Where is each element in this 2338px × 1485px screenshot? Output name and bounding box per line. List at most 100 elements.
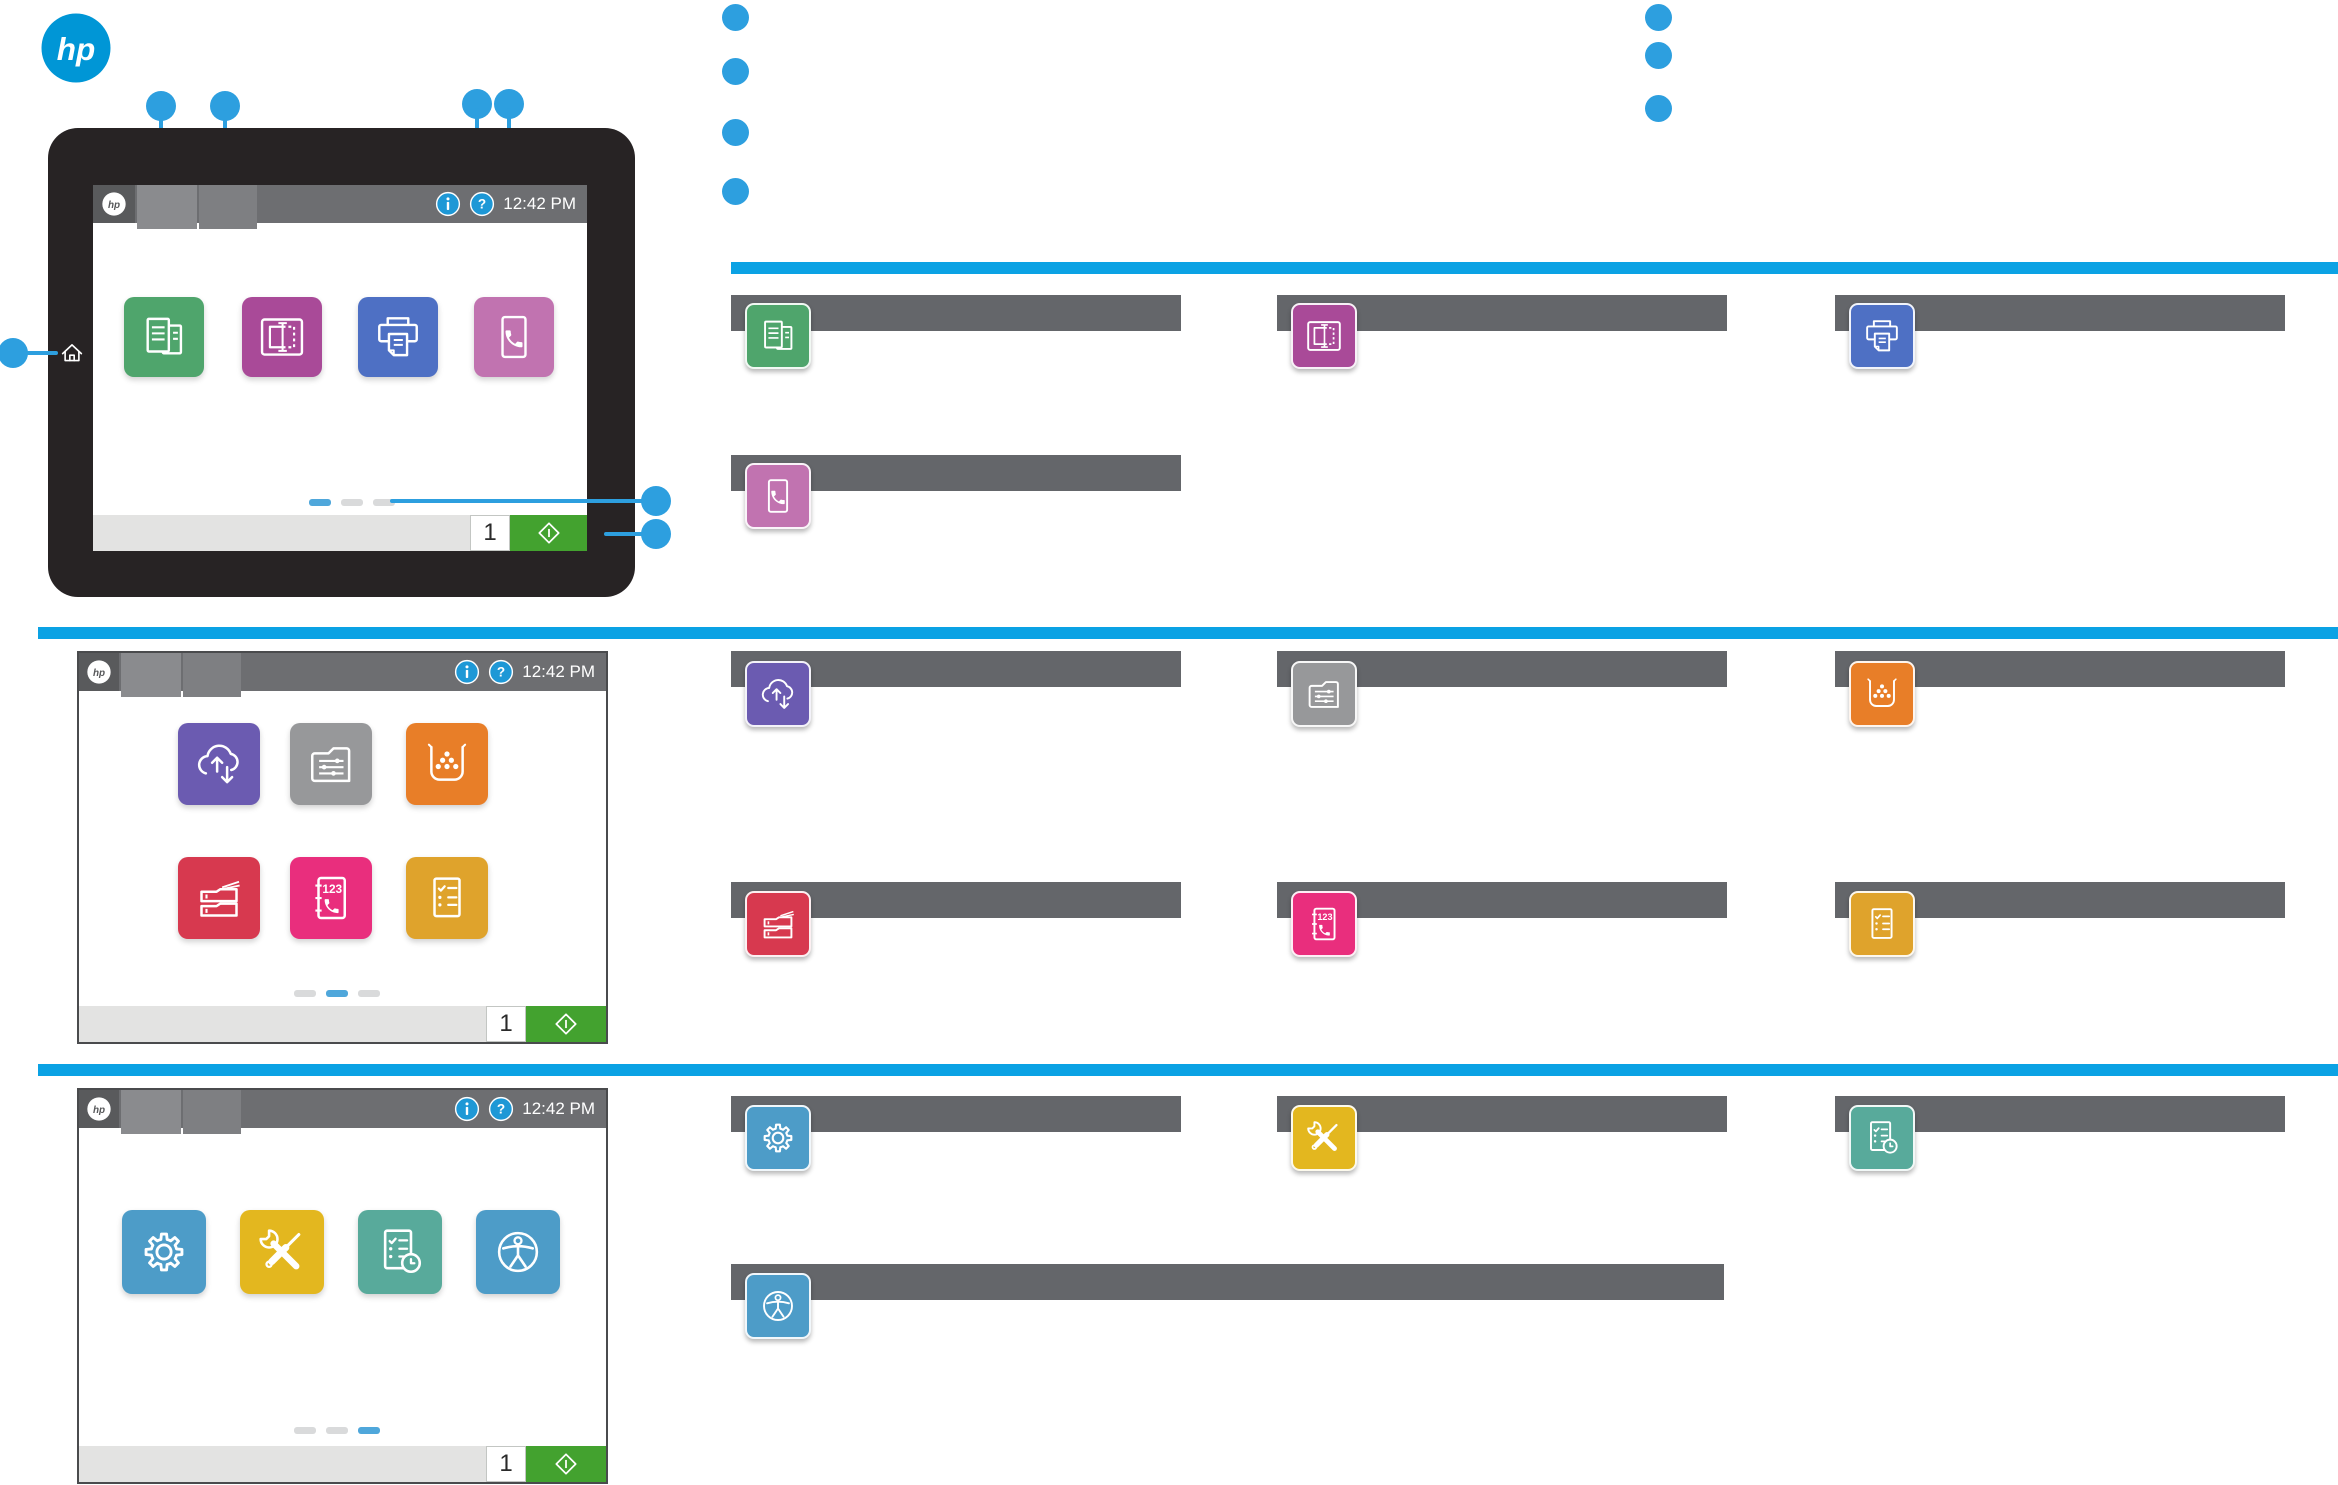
clock-time: 12:42 PM [522, 662, 595, 681]
tile-print[interactable] [358, 297, 438, 377]
caption-cloud-jobs-tile [745, 661, 811, 727]
header-tab-reset[interactable] [137, 185, 197, 229]
caption-job-log-tile [1849, 1105, 1915, 1171]
header-tab-reset[interactable] [121, 653, 181, 697]
contacts-icon [1301, 901, 1347, 947]
help-icon[interactable] [469, 191, 495, 217]
tile-scan[interactable] [242, 297, 322, 377]
hp-badge [79, 653, 119, 691]
page-indicator[interactable] [326, 1427, 348, 1434]
copies-count-field[interactable]: 1 [470, 515, 510, 551]
tile-accessibility[interactable] [476, 1210, 560, 1294]
hp-badge-icon[interactable] [85, 658, 113, 686]
caption-job-list-tile [1849, 891, 1915, 957]
information-icon[interactable] [454, 659, 480, 685]
caption-scan-tile [1291, 303, 1357, 369]
accessibility-icon [755, 1283, 801, 1329]
page-indicator-active[interactable] [309, 499, 331, 506]
page-indicator[interactable] [294, 990, 316, 997]
tile-copy[interactable] [124, 297, 204, 377]
clock-time: 12:42 PM [522, 1099, 595, 1118]
legend-bullet [722, 58, 749, 85]
copies-count-field[interactable]: 1 [486, 1446, 526, 1482]
start-button[interactable] [526, 1446, 606, 1482]
settings-gear-icon [133, 1221, 195, 1283]
accessibility-icon [487, 1221, 549, 1283]
tile-job-folder[interactable] [290, 723, 372, 805]
copy-icon [755, 313, 801, 359]
supplies-icon [417, 734, 477, 794]
hp-badge-icon[interactable] [100, 190, 128, 218]
page-indicator[interactable] [294, 1427, 316, 1434]
header-tab-reset[interactable] [121, 1090, 181, 1134]
start-button[interactable] [510, 515, 587, 551]
print-icon [369, 308, 427, 366]
fax-icon [755, 473, 801, 519]
caption-contacts-tile [1291, 891, 1357, 957]
tile-fax[interactable] [474, 297, 554, 377]
caption-print-tile [1849, 303, 1915, 369]
caption-support-tools-tile [1291, 1105, 1357, 1171]
home-screen-2: 12:42 PM 1 [77, 651, 608, 1044]
caption-fax-tile [745, 463, 811, 529]
status-header: 12:42 PM [79, 653, 606, 697]
help-icon[interactable] [488, 659, 514, 685]
tile-support-tools[interactable] [240, 1210, 324, 1294]
cloud-jobs-icon [189, 734, 249, 794]
supplies-icon [1859, 671, 1905, 717]
hp-badge [93, 185, 135, 223]
action-footer: 1 [79, 1006, 606, 1042]
header-tab-signin[interactable] [183, 653, 241, 697]
caption-job-folder-tile [1291, 661, 1357, 727]
start-icon [534, 518, 564, 548]
tile-supplies[interactable] [406, 723, 488, 805]
job-log-icon [369, 1221, 431, 1283]
hp-logo-icon [40, 12, 112, 84]
page-indicator[interactable] [373, 499, 395, 506]
fax-icon [485, 308, 543, 366]
caption-settings-tile [745, 1105, 811, 1171]
home-screen-3: 12:42 PM 1 [77, 1088, 608, 1484]
callout-dot [0, 338, 28, 368]
job-folder-icon [301, 734, 361, 794]
page-indicator-active[interactable] [326, 990, 348, 997]
information-icon[interactable] [454, 1096, 480, 1122]
tile-job-list[interactable] [406, 857, 488, 939]
hp-badge-icon[interactable] [85, 1095, 113, 1123]
tile-job-log[interactable] [358, 1210, 442, 1294]
tile-contacts[interactable] [290, 857, 372, 939]
home-icon[interactable] [57, 338, 87, 368]
start-button[interactable] [526, 1006, 606, 1042]
page-indicator[interactable] [358, 990, 380, 997]
legend-bullet [722, 178, 749, 205]
tile-trays[interactable] [178, 857, 260, 939]
section-divider [731, 262, 2338, 274]
help-icon[interactable] [488, 1096, 514, 1122]
section-divider [38, 1064, 2338, 1076]
page-indicator[interactable] [341, 499, 363, 506]
tile-settings[interactable] [122, 1210, 206, 1294]
page-indicator-active[interactable] [358, 1427, 380, 1434]
header-tab-signin[interactable] [199, 185, 257, 229]
callout-line [390, 499, 646, 503]
header-tab-signin[interactable] [183, 1090, 241, 1134]
start-icon [551, 1009, 581, 1039]
legend-bullet [1645, 42, 1672, 69]
support-tools-icon [1301, 1115, 1347, 1161]
contacts-icon [301, 868, 361, 928]
status-header: 12:42 PM [93, 185, 587, 229]
copy-icon [135, 308, 193, 366]
start-icon [551, 1449, 581, 1479]
action-footer: 1 [79, 1446, 606, 1482]
legend-bullet [722, 119, 749, 146]
legend-bullet [722, 4, 749, 31]
information-icon[interactable] [435, 191, 461, 217]
callout-dot [641, 519, 671, 549]
tile-cloud-jobs[interactable] [178, 723, 260, 805]
caption-copy-tile [745, 303, 811, 369]
job-list-icon [1859, 901, 1905, 947]
copies-count-field[interactable]: 1 [486, 1006, 526, 1042]
trays-icon [755, 901, 801, 947]
caption-accessibility-tile [745, 1273, 811, 1339]
